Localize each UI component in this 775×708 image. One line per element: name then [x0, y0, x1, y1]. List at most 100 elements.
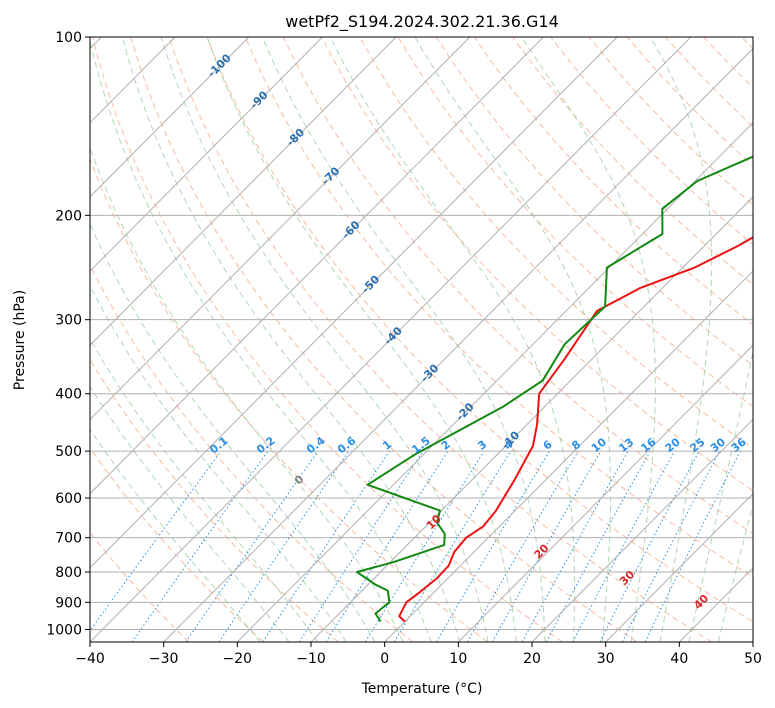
mixing-ratio-line [90, 450, 222, 632]
y-tick-label: 500 [55, 444, 82, 460]
dry-adiabat-line [473, 37, 753, 326]
mixing-ratio-label: 0.1 [207, 434, 230, 456]
isotherm-line [90, 37, 471, 421]
dry-adiabat-line [90, 358, 339, 642]
moist-adiabat-line [521, 37, 656, 642]
y-axis-ticks: 100 200 300 400 500 600 700 800 900 1000 [46, 30, 90, 638]
dry-adiabat-line [90, 447, 264, 642]
y-tick-label: 400 [55, 387, 82, 403]
dry-adiabats [90, 37, 753, 642]
grid-lines [90, 37, 753, 642]
moist-adiabat-line [262, 37, 546, 642]
wet-bulb-label: 20 [532, 541, 552, 561]
line-labels: -100-90-80-70-60-50-40-30-20-100.1 0.2 0.4… [205, 51, 749, 612]
mixing-ratio-label: 0.6 [335, 434, 359, 456]
moist-adiabat-line [90, 338, 319, 642]
mixing-ratio-line [298, 450, 424, 642]
isotherm-line [90, 37, 250, 198]
mixing-ratio-label: 3 [475, 438, 489, 453]
moist-adiabat-line [90, 145, 404, 642]
moist-adiabat-line [90, 284, 347, 642]
isotherm-line [90, 37, 323, 272]
dry-adiabat-line [321, 37, 753, 492]
dry-adiabat-line [90, 531, 190, 642]
moist-adiabat-line [90, 428, 261, 642]
plot-area: -100-90-80-70-60-50-40-30-20-100.1 0.2 0.4… [90, 37, 753, 642]
x-tick-label: 0 [380, 651, 389, 667]
dry-adiabat-line [130, 37, 638, 642]
mixing-ratio-label: 20 [663, 435, 683, 455]
mixing-ratio-label: 10 [589, 435, 609, 455]
moist-adiabat-line [717, 503, 753, 642]
isotherm-line [90, 37, 692, 642]
moist-adiabat-line [160, 37, 489, 642]
dry-adiabat-line [206, 37, 753, 623]
dry-adiabat-line [512, 37, 753, 286]
mixing-ratio-label: 1.5 [409, 434, 432, 456]
y-tick-label: 100 [55, 30, 82, 46]
dry-adiabat-line [168, 37, 712, 642]
mixing-ratio-label: 1 [380, 438, 394, 453]
x-tick-label: 30 [597, 651, 615, 667]
moist-adiabat-line [90, 222, 376, 642]
x-tick-label: 40 [670, 651, 688, 667]
mixing-ratio-line [621, 450, 721, 642]
wet-bulb-label: 0 [292, 472, 307, 487]
dry-adiabat-line [90, 264, 414, 642]
y-tick-label: 800 [55, 565, 82, 581]
wet-bulb-label: 30 [617, 568, 637, 588]
mixing-ratio-label: 6 [541, 438, 555, 453]
mixing-ratio-line [325, 450, 449, 642]
isotherm-line [678, 567, 753, 642]
isotherm-line [310, 196, 753, 642]
mixing-ratio-line [218, 450, 350, 642]
plot-frame [89, 36, 754, 643]
mixing-ratio-label: 16 [638, 435, 658, 455]
moist-adiabat-line [90, 385, 290, 642]
isotherm-label: -60 [339, 218, 362, 241]
dry-adiabat-line [588, 37, 753, 206]
x-tick-label: −20 [223, 651, 253, 667]
isotherm-line [236, 121, 753, 642]
mixing-ratio-label: 13 [616, 435, 636, 455]
mixing-ratio-label: 0.2 [254, 434, 277, 456]
mixing-ratio-line [364, 450, 485, 642]
isotherm-line [531, 418, 753, 642]
isotherm-line [457, 344, 753, 642]
isotherm-line [605, 492, 753, 642]
x-tick-label: 50 [744, 651, 762, 667]
isotherm-line [90, 37, 544, 495]
y-tick-label: 900 [55, 595, 82, 611]
moist-adiabat-line [650, 37, 713, 642]
y-tick-label: 1000 [46, 622, 82, 638]
isotherm-line [752, 641, 753, 642]
mixing-ratio-line [545, 450, 651, 642]
mixing-ratio-label: 8 [569, 438, 583, 453]
dry-adiabat-line [282, 37, 753, 535]
dry-adiabat-line [435, 37, 753, 367]
isotherm-line [163, 47, 753, 642]
x-tick-label: −40 [75, 651, 105, 667]
y-tick-label: 600 [55, 491, 82, 507]
isotherm-line [90, 37, 397, 346]
x-axis-title: Temperature (°C) [361, 681, 483, 697]
dry-adiabat-line [664, 37, 753, 128]
isotherm-line [384, 270, 753, 642]
chart-title: wetPf2_S194.2024.302.21.36.G14 [285, 12, 559, 32]
moist-adiabat-line [90, 38, 432, 642]
mixing-ratio-label: 2 [439, 438, 453, 453]
moist-adiabat-line [121, 37, 461, 642]
mixing-ratio-line [521, 450, 629, 642]
mixing-ratio-line [262, 450, 390, 642]
moist-adiabat-line [688, 349, 753, 642]
dewpoint-line [355, 155, 753, 623]
x-tick-label: 20 [523, 651, 541, 667]
mixing-ratio-label: 30 [708, 435, 728, 455]
y-tick-label: 700 [55, 531, 82, 547]
dry-adiabat-line [244, 37, 753, 578]
mixing-ratio-line [599, 450, 700, 642]
mixing-ratio-line [572, 450, 675, 642]
y-tick-label: 200 [55, 208, 82, 224]
isotherm-line [90, 37, 618, 569]
